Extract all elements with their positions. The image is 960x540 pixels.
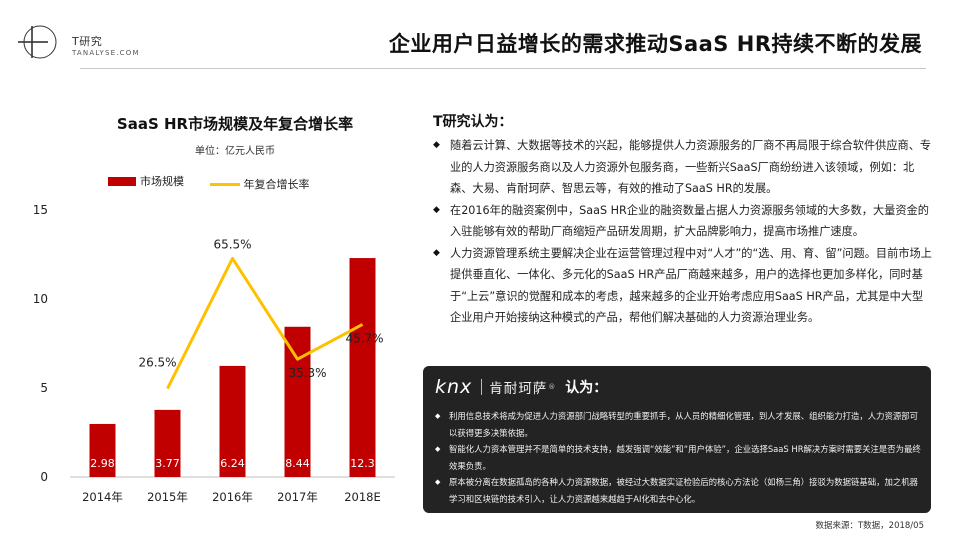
knx-opinion-list: ◆ 利用信息技术将成为促进人力资源部门战略转型的重要抓手，从人员的精细化管理，到… (435, 408, 925, 507)
chart-legend: 市场规模 年复合增长率 (108, 173, 332, 192)
brand-domain: TANALYSE.COM (72, 49, 140, 57)
bar (284, 326, 311, 477)
knx-opinion-box: knx 肯耐珂萨 ® 认为： ◆ 利用信息技术将成为促进人力资源部门战略转型的重… (423, 366, 931, 513)
registered-mark: ® (548, 383, 556, 391)
bar (89, 423, 116, 477)
x-tick-label: 2014年 (82, 490, 123, 504)
x-tick-label: 2018E (344, 490, 381, 504)
legend-item-bar: 市场规模 (108, 173, 184, 189)
opinion-item: ◆ 人力资源管理系统主要解决企业在运营管理过程中对“人才”的“选、用、育、留”问… (433, 243, 933, 329)
page-title: 企业用户日益增长的需求推动SaaS HR持续不断的发展 (388, 32, 922, 56)
t-research-logo-icon (18, 25, 57, 59)
knx-opinion-item: ◆ 利用信息技术将成为促进人力资源部门战略转型的重要抓手，从人员的精细化管理，到… (435, 408, 925, 441)
knx-brand: knx 肯耐珂萨 ® 认为： (435, 376, 607, 398)
knx-opinion-text: 原本被分离在数据孤岛的各种人力资源数据，被经过大数据实证检验后的核心方法论（如杨… (449, 477, 918, 504)
knx-opinion-text: 利用信息技术将成为促进人力资源部门战略转型的重要抓手，从人员的精细化管理，到人才… (449, 411, 918, 438)
bar-value-label: 8.44 (285, 457, 310, 470)
knx-says: 认为： (565, 380, 608, 396)
growth-rate-line (166, 256, 364, 390)
diamond-bullet-icon: ◆ (435, 412, 441, 420)
growth-rate-label: 45.7% (345, 331, 383, 345)
y-tick-label: 10 (33, 292, 48, 306)
title-divider (80, 68, 926, 69)
growth-rate-label: 65.5% (213, 237, 251, 251)
x-tick-label: 2016年 (212, 490, 253, 504)
brand-name: T研究 (72, 35, 103, 48)
legend-line-swatch (209, 182, 240, 186)
knx-opinion-item: ◆ 原本被分离在数据孤岛的各种人力资源数据，被经过大数据实证检验后的核心方法论（… (435, 474, 925, 507)
chart-unit: 单位：亿元人民币 (195, 146, 275, 157)
legend-bar-swatch (108, 176, 136, 186)
market-size-chart: 0 5 10 15 2.98 3.77 6.24 8.44 12.3 2014年 2015年 2016… (33, 203, 395, 504)
diamond-bullet-icon: ◆ (433, 204, 440, 215)
opinion-item: ◆ 在2016年的融资案例中，SaaS HR企业的融资数量占据人力资源服务领域的… (433, 200, 933, 243)
opinion-text: 随着云计算、大数据等技术的兴起，能够提供人力资源服务的厂商不再局限于综合软件供应… (450, 139, 932, 195)
bar-value-label: 12.3 (350, 457, 375, 470)
bar-value-label: 6.24 (220, 457, 245, 470)
knx-opinion-item: ◆ 智能化人力资本管理并不是简单的技术支持，越发强调“效能”和“用户体验”，企业… (435, 441, 925, 474)
knx-opinion-text: 智能化人力资本管理并不是简单的技术支持，越发强调“效能”和“用户体验”，企业选择… (449, 444, 921, 471)
growth-rate-label: 26.5% (138, 356, 176, 370)
opinion-list: ◆ 随着云计算、大数据等技术的兴起，能够提供人力资源服务的厂商不再局限于综合软件… (433, 135, 933, 329)
y-tick-label: 15 (33, 203, 48, 217)
diamond-bullet-icon: ◆ (435, 445, 441, 453)
x-tick-label: 2015年 (147, 490, 188, 504)
legend-label-bar: 市场规模 (140, 175, 184, 188)
legend-label-line: 年复合增长率 (243, 178, 310, 191)
bar-value-label: 3.77 (155, 457, 180, 470)
data-source: 数据来源：T数据，2018/05 (815, 521, 924, 531)
bar-value-label: 2.98 (90, 457, 115, 470)
bar (219, 365, 246, 477)
opinion-text: 在2016年的融资案例中，SaaS HR企业的融资数量占据人力资源服务领域的大多… (450, 203, 929, 239)
diamond-bullet-icon: ◆ (433, 140, 440, 150)
bar (349, 258, 376, 477)
knx-brand-name: 肯耐珂萨 (489, 381, 548, 397)
diamond-bullet-icon: ◆ (435, 478, 441, 486)
y-tick-label: 0 (40, 470, 48, 484)
x-tick-label: 2017年 (277, 490, 318, 504)
brand-separator (481, 379, 483, 395)
opinion-text: 人力资源管理系统主要解决企业在运营管理过程中对“人才”的“选、用、育、留”问题。… (450, 246, 932, 325)
y-tick-label: 5 (40, 381, 48, 395)
legend-item-line: 年复合增长率 (209, 176, 310, 192)
opinion-item: ◆ 随着云计算、大数据等技术的兴起，能够提供人力资源服务的厂商不再局限于综合软件… (433, 135, 933, 200)
growth-rate-label: 35.3% (288, 366, 326, 380)
opinion-title: T研究认为： (433, 114, 513, 130)
brand-logo: T研究 TANALYSE.COM (18, 20, 148, 70)
knx-logo: knx (435, 376, 473, 398)
chart-title: SaaS HR市场规模及年复合增长率 (116, 115, 354, 133)
diamond-bullet-icon: ◆ (433, 247, 440, 258)
bar (154, 409, 181, 477)
